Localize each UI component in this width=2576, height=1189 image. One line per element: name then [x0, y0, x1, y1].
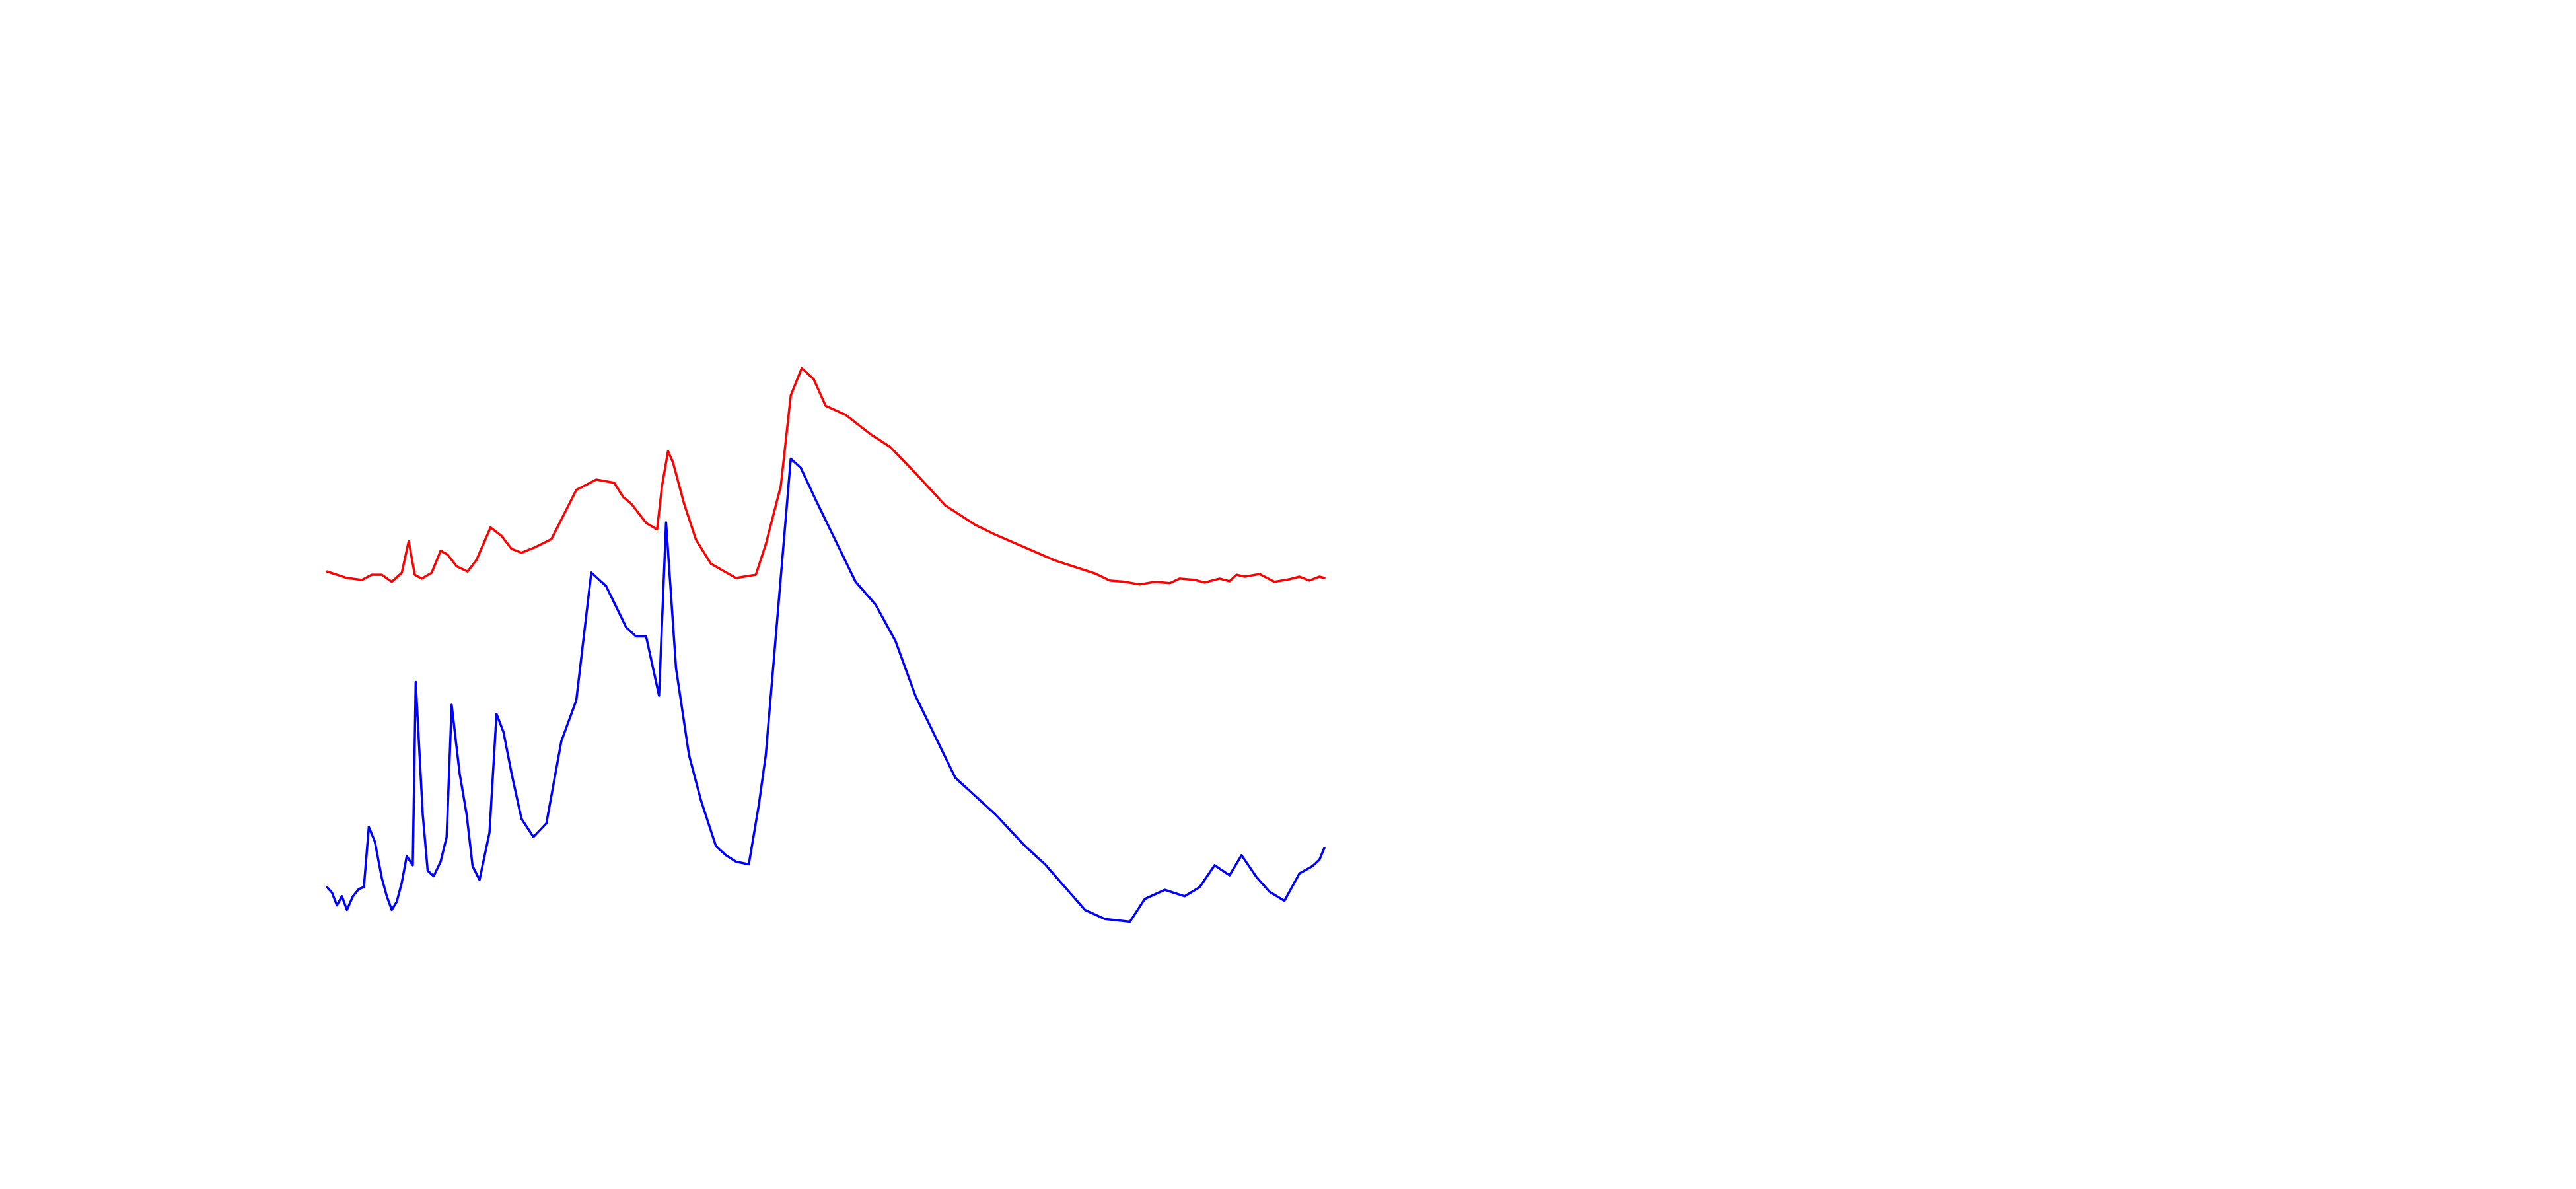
- series-line-2: [326, 457, 1326, 923]
- series-layer: [326, 367, 1326, 923]
- series-line-1: [326, 367, 1326, 586]
